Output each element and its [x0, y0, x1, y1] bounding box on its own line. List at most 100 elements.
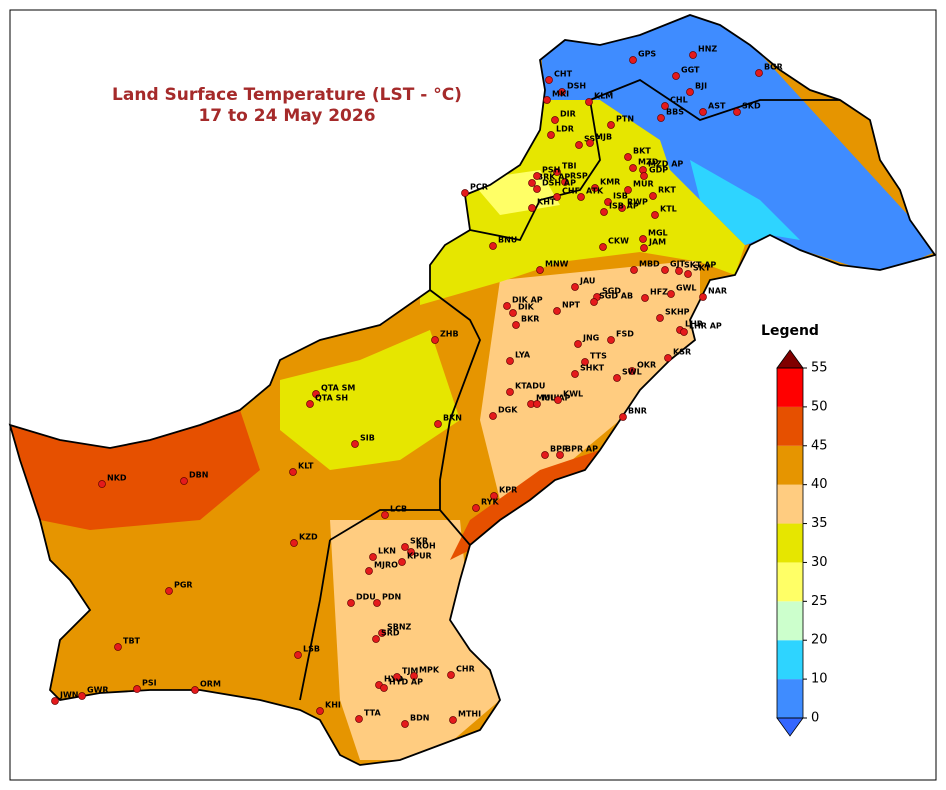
station-label: KTADU	[515, 382, 545, 391]
station-label: SBNZ	[387, 623, 412, 632]
station-label: GWR	[87, 686, 109, 695]
station-marker	[649, 192, 657, 200]
station-marker	[656, 314, 664, 322]
station-marker	[619, 413, 627, 421]
station-label: BNU	[498, 236, 517, 245]
station-marker	[556, 451, 564, 459]
station-label: SIB	[360, 434, 375, 443]
station-marker	[401, 720, 409, 728]
station-label: KTL	[660, 205, 677, 214]
station-label: HNZ	[698, 45, 717, 54]
station-label: TTS	[590, 352, 607, 361]
station-label: KLM	[594, 92, 613, 101]
station-marker	[551, 116, 559, 124]
station-label: MZD AP	[648, 160, 683, 169]
station-label: BRK AP	[537, 173, 570, 182]
station-marker	[312, 390, 320, 398]
station-label: LCB	[390, 505, 407, 514]
station-label: ISB	[613, 192, 628, 201]
station-label: DSH	[567, 82, 586, 91]
station-marker	[581, 358, 589, 366]
station-marker	[489, 242, 497, 250]
station-marker	[574, 340, 582, 348]
station-marker	[689, 51, 697, 59]
station-label: SKHP	[665, 308, 690, 317]
colorbar-segment	[777, 406, 803, 446]
station-label: TTA	[364, 709, 381, 718]
colorbar-tick-label: 35	[811, 516, 828, 531]
station-marker	[114, 643, 122, 651]
station-label: BDN	[410, 714, 429, 723]
station-label: QTA SH	[315, 394, 348, 403]
station-marker	[449, 716, 457, 724]
station-label: MBD	[639, 260, 660, 269]
station-marker	[398, 558, 406, 566]
station-label: OKR	[637, 361, 656, 370]
station-label: RKT	[658, 186, 676, 195]
station-label: BKR	[521, 315, 539, 324]
station-marker	[347, 599, 355, 607]
station-marker	[553, 168, 561, 176]
station-marker	[600, 208, 608, 216]
station-label: MNW	[545, 260, 569, 269]
station-marker	[98, 480, 106, 488]
station-label: SHKT	[580, 364, 605, 373]
station-label: BKN	[443, 414, 462, 423]
station-label: SSF	[584, 135, 601, 144]
station-marker	[661, 102, 669, 110]
station-marker	[503, 302, 511, 310]
station-marker	[604, 198, 612, 206]
station-marker	[590, 298, 598, 306]
colorbar-segment	[777, 601, 803, 641]
station-marker	[461, 189, 469, 197]
station-marker	[355, 715, 363, 723]
station-label: MZD	[638, 158, 659, 167]
station-label: PCR	[470, 183, 488, 192]
station-marker	[447, 671, 455, 679]
station-marker	[381, 511, 389, 519]
station-label: KWL	[563, 390, 583, 399]
station-label: LDR	[556, 125, 574, 134]
station-label: NKD	[107, 474, 127, 483]
station-marker	[624, 153, 632, 161]
colorbar-tick-label: 25	[811, 594, 828, 609]
station-marker	[577, 193, 585, 201]
station-label: PSI	[142, 679, 157, 688]
station-marker	[672, 72, 680, 80]
colorbar-tick-label: 30	[811, 555, 828, 570]
station-label: SGD	[602, 287, 621, 296]
station-marker	[533, 172, 541, 180]
station-label: GJT	[670, 260, 686, 269]
station-marker	[561, 178, 569, 186]
station-marker	[289, 468, 297, 476]
station-marker	[51, 697, 59, 705]
station-label: SWL	[622, 368, 642, 377]
station-label: JAU	[579, 277, 595, 286]
station-label: ATK	[586, 187, 604, 196]
station-marker	[393, 673, 401, 681]
station-marker	[553, 193, 561, 201]
station-marker	[489, 412, 497, 420]
station-label: JAM	[648, 238, 666, 247]
station-label: HYD AP	[389, 678, 423, 687]
station-marker	[545, 76, 553, 84]
station-label: ZHB	[440, 330, 459, 339]
station-marker	[365, 567, 373, 575]
station-marker	[434, 420, 442, 428]
station-label: RWP	[627, 198, 648, 207]
station-marker	[661, 266, 669, 274]
station-label: ORM	[200, 680, 221, 689]
station-label: PTN	[616, 115, 634, 124]
station-marker	[618, 204, 626, 212]
station-marker	[699, 293, 707, 301]
title-line: 17 to 24 May 2026	[198, 106, 375, 126]
station-label: BPR	[550, 445, 568, 454]
station-marker	[490, 492, 498, 500]
stations: GPS HNZ BGR CHT DSH GGT MKI KLM BJI CHL AST SKD DIR B…	[51, 45, 783, 728]
station-label: DBN	[189, 471, 208, 480]
station-label: CHT	[554, 70, 573, 79]
station-marker	[630, 266, 638, 274]
station-label: BPR AP	[565, 445, 598, 454]
station-label: SKT	[693, 264, 711, 273]
